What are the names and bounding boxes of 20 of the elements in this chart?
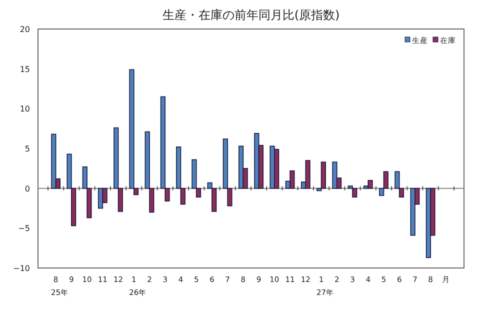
y-tick-label: 20 (20, 25, 30, 34)
bar (332, 162, 338, 189)
bar (320, 162, 326, 189)
bar (410, 188, 416, 236)
bar (51, 134, 56, 189)
chart-title: 生産・在庫の前年同月比(原指数) (162, 8, 340, 22)
y-tick-label: 0 (24, 184, 30, 194)
y-tick-label: −10 (13, 264, 30, 273)
y-tick-label: 5 (24, 144, 30, 154)
bar (98, 188, 104, 209)
y-tick-label: 15 (20, 64, 30, 74)
y-tick-label: −5 (18, 224, 30, 234)
bar (238, 146, 244, 189)
y-tick-label: 10 (20, 104, 30, 114)
bar (270, 146, 275, 189)
bar (290, 170, 295, 189)
bar (368, 180, 373, 189)
bar (305, 160, 310, 189)
bar (352, 188, 358, 198)
bar (254, 132, 260, 189)
